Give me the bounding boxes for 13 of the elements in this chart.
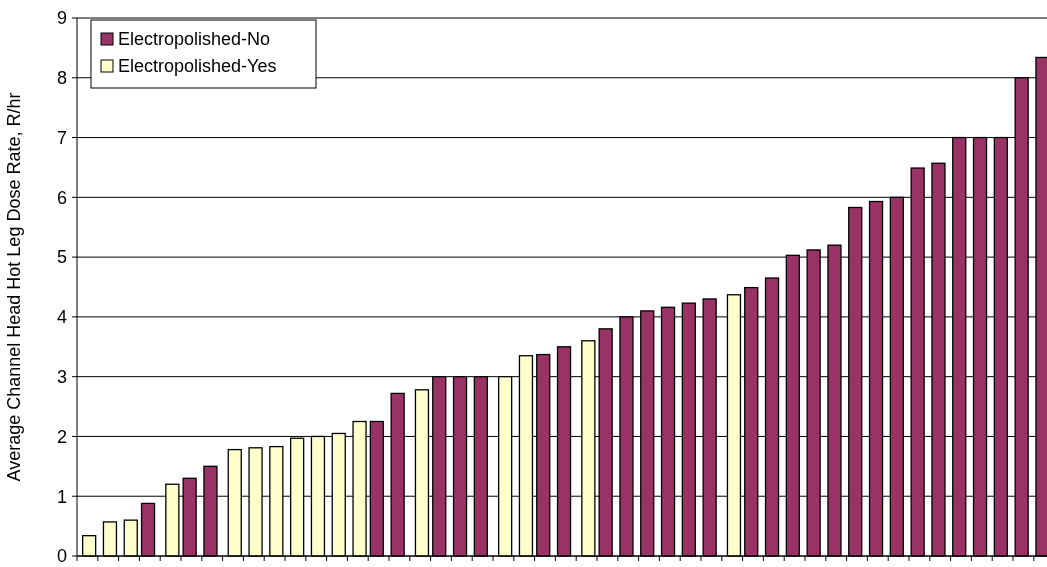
y-tick-label: 1 — [56, 486, 67, 507]
y-tick-label: 6 — [56, 187, 67, 208]
legend-label: Electropolished-No — [118, 29, 271, 50]
y-tick-label: 9 — [56, 8, 67, 29]
y-tick-label: 4 — [56, 307, 67, 328]
y-axis-title: Average Channel Head Hot Leg Dose Rate, R/hr — [4, 92, 24, 482]
y-tick-label: 2 — [56, 426, 67, 447]
y-tick-label: 3 — [56, 366, 67, 387]
legend-label: Electropolished-Yes — [118, 56, 277, 77]
y-tick-label: 7 — [56, 127, 67, 148]
y-tick-label: 0 — [56, 546, 67, 567]
y-tick-label: 5 — [56, 247, 67, 268]
y-tick-label: 8 — [56, 68, 67, 89]
